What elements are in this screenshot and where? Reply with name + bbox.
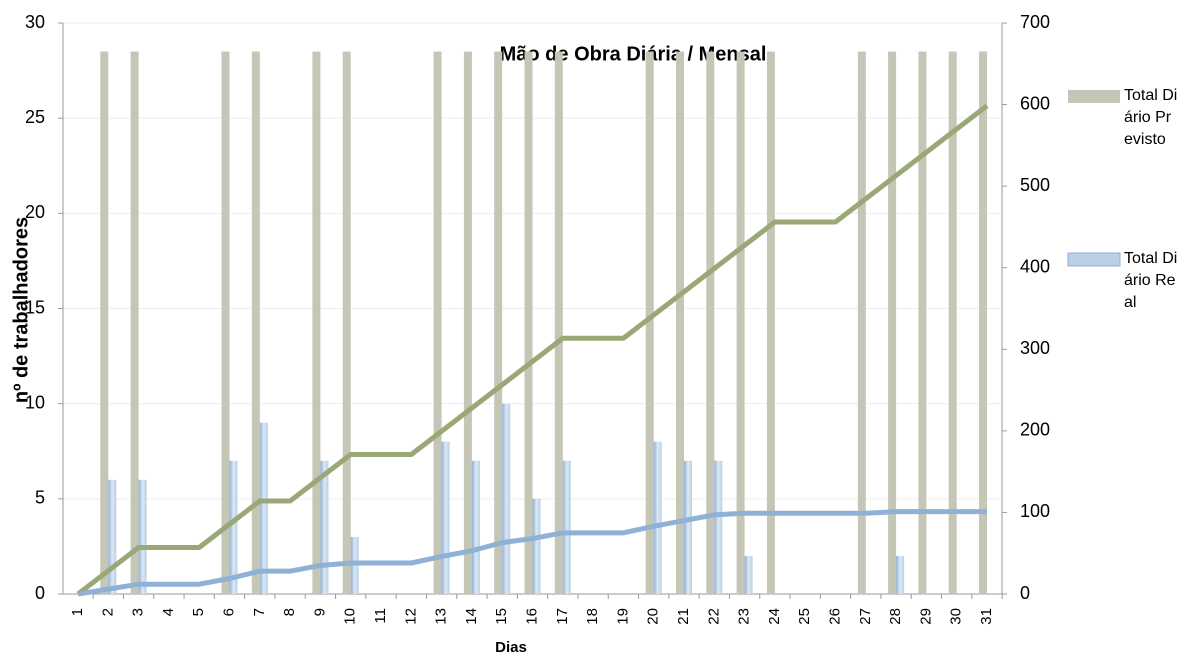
bar (684, 460, 692, 594)
bar (100, 51, 109, 595)
x-tick-label: 24 (766, 608, 783, 625)
bar (441, 441, 450, 594)
y2-tick-label: 300 (1020, 338, 1050, 358)
bar (494, 51, 503, 595)
bar (433, 51, 442, 595)
bar (502, 403, 511, 594)
x-tick-label: 23 (736, 608, 753, 625)
legend-entry: Total Diário Real (1124, 250, 1178, 311)
bar (888, 51, 897, 595)
bar (221, 51, 230, 595)
bar (108, 479, 117, 594)
bar (229, 460, 238, 594)
x-tick-label: 12 (402, 608, 419, 625)
y-axis-label: nº de trabalhadores (10, 217, 32, 403)
legend-swatch (1068, 90, 1120, 103)
bar (524, 51, 533, 595)
x-tick-label: 13 (433, 608, 450, 625)
y2-tick-label: 100 (1020, 501, 1050, 521)
bar (645, 51, 654, 595)
bar (138, 479, 147, 594)
x-tick-label: 10 (342, 608, 359, 625)
y-tick-label: 10 (25, 392, 45, 412)
x-tick-label: 11 (372, 608, 389, 624)
line (76, 103, 989, 596)
bar (918, 51, 927, 595)
y2-tick-label: 700 (1020, 12, 1050, 32)
x-tick-label: 19 (614, 608, 631, 625)
bar (857, 51, 866, 595)
bar (714, 460, 723, 594)
x-tick-label: 22 (705, 608, 722, 625)
x-tick-label: 2 (99, 608, 116, 616)
x-tick-label: 7 (251, 608, 268, 616)
legend-label: Total Diário Previsto (1124, 87, 1178, 148)
bar (676, 51, 684, 595)
bar (342, 51, 351, 595)
x-tick-label: 8 (281, 608, 298, 616)
x-tick-label: 1 (69, 608, 86, 616)
bar (979, 51, 987, 595)
y-tick-label: 0 (35, 583, 45, 603)
x-tick-label: 30 (948, 608, 965, 625)
y2-tick-label: 500 (1020, 175, 1050, 195)
legend-entry: Total Diário Previsto (1124, 87, 1178, 148)
y2-tick-label: 400 (1020, 256, 1050, 276)
y2-tick-label: 600 (1020, 93, 1050, 113)
x-tick-label: 17 (554, 608, 571, 625)
y-tick-label: 20 (25, 202, 45, 222)
x-tick-label: 20 (645, 608, 662, 625)
line (77, 509, 987, 597)
x-tick-label: 5 (190, 608, 207, 616)
bar (562, 460, 571, 594)
bar (251, 51, 260, 595)
x-tick-label: 9 (311, 608, 328, 616)
x-tick-label: 3 (130, 608, 147, 616)
y-tick-label: 30 (25, 12, 45, 32)
x-tick-label: 6 (220, 608, 237, 616)
y-tick-label: 25 (25, 107, 45, 127)
bar (312, 51, 321, 595)
bar (554, 51, 563, 595)
bar (896, 555, 905, 594)
y-tick-label: 5 (35, 488, 45, 508)
y-tick-label: 15 (25, 297, 45, 317)
x-tick-label: 18 (584, 608, 601, 625)
bar (744, 555, 753, 594)
y2-tick-label: 200 (1020, 420, 1050, 440)
chart-title: Mão de Obra Diária / Mensal (500, 43, 767, 65)
bar (948, 51, 957, 595)
x-tick-label: 27 (857, 608, 874, 625)
bar (320, 460, 329, 594)
x-tick-label: 28 (887, 608, 904, 625)
x-tick-label: 21 (675, 608, 692, 625)
legend-label: Total Diário Real (1124, 250, 1178, 311)
x-tick-label: 16 (523, 608, 540, 625)
x-tick-label: 31 (978, 608, 995, 625)
x-tick-label: 25 (796, 608, 813, 625)
bar (532, 498, 541, 594)
y2-tick-label: 0 (1020, 583, 1030, 603)
bar (259, 422, 268, 594)
bar (463, 51, 472, 595)
x-tick-label: 29 (917, 608, 934, 625)
bar (736, 51, 745, 595)
legend-swatch (1067, 252, 1121, 267)
bar (653, 441, 662, 594)
x-tick-label: 26 (826, 608, 843, 625)
bar (471, 460, 480, 594)
bar (130, 51, 139, 595)
x-axis-label: Dias (495, 639, 527, 656)
bar (706, 51, 715, 595)
x-tick-label: 4 (160, 608, 177, 616)
bar (766, 51, 775, 595)
x-tick-label: 15 (493, 608, 510, 625)
x-tick-label: 14 (463, 608, 480, 625)
